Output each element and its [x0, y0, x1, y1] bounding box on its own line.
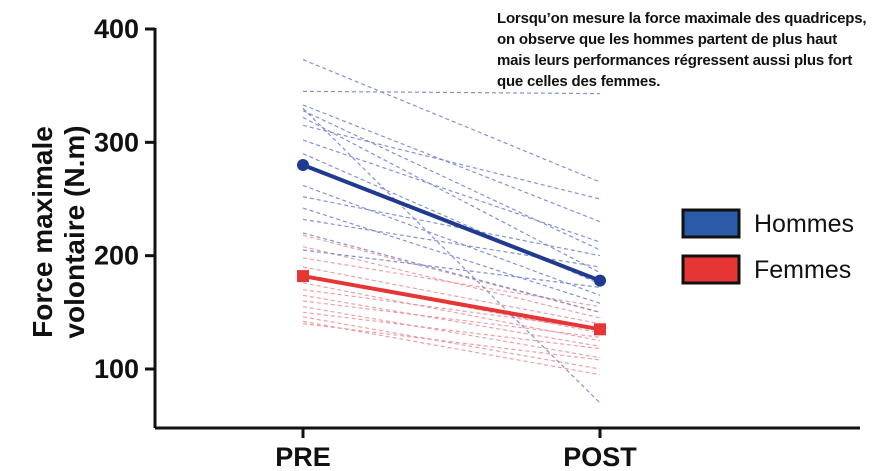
- individual-line-femmes-4: [302, 266, 601, 325]
- mean-line-hommes: [302, 163, 601, 283]
- individual-line-hommes-14: [302, 232, 601, 313]
- y-axis-title-line-2: volontaire (N.m): [59, 125, 90, 338]
- axes: 100 200 300 400 PRE POST: [94, 14, 860, 471]
- individual-line-hommes-3: [302, 104, 601, 223]
- individual-line-hommes-15: [302, 249, 601, 288]
- mean-point-hommes-post: [594, 274, 606, 287]
- individual-lines: [302, 59, 601, 404]
- individual-line-hommes-6: [302, 116, 601, 274]
- individual-line-femmes-10: [302, 306, 601, 359]
- legend-label-hommes: Hommes: [754, 210, 854, 238]
- chart-annotation: Lorsqu’on mesure la force maximale des q…: [497, 10, 867, 90]
- individual-line-hommes-1: [302, 59, 601, 183]
- mean-line-femmes: [302, 274, 601, 332]
- individual-line-femmes-12: [302, 316, 601, 370]
- legend-swatch-femmes: [681, 254, 741, 285]
- y-tick-label-100: 100: [94, 354, 139, 384]
- individual-line-femmes-14: [302, 323, 601, 361]
- y-tick-label-300: 300: [94, 127, 139, 157]
- x-tick-label-pre: PRE: [275, 442, 331, 471]
- y-tick-label-200: 200: [94, 241, 139, 271]
- individual-line-hommes-5: [302, 110, 601, 251]
- individual-line-femmes-9: [302, 300, 601, 338]
- individual-line-femmes-11: [302, 311, 601, 350]
- individual-line-hommes-2: [302, 90, 601, 95]
- individual-line-hommes-13: [302, 218, 601, 268]
- individual-line-femmes-3: [302, 257, 601, 308]
- individual-line-femmes-1: [302, 234, 601, 313]
- individual-line-hommes-11: [302, 196, 601, 257]
- individual-line-femmes-8: [302, 294, 601, 347]
- mean-point-hommes-pre: [297, 159, 309, 172]
- individual-line-hommes-7: [302, 124, 601, 200]
- y-axis-title: Force maximale volontaire (N.m): [27, 125, 90, 338]
- legend: Hommes Femmes: [681, 208, 854, 285]
- y-tick-label-400: 400: [94, 14, 139, 44]
- legend-label-femmes: Femmes: [754, 256, 851, 284]
- individual-line-hommes-8: [302, 139, 601, 243]
- x-tick-label-post: POST: [563, 442, 637, 471]
- mean-lines: [297, 159, 606, 336]
- legend-swatch-hommes: [681, 208, 741, 239]
- mean-point-femmes-post: [594, 323, 606, 336]
- individual-line-femmes-6: [302, 282, 601, 342]
- individual-line-femmes-7: [302, 289, 601, 330]
- individual-line-femmes-2: [302, 246, 601, 319]
- mean-point-femmes-pre: [297, 270, 309, 283]
- individual-line-hommes-9: [302, 153, 601, 285]
- individual-line-hommes-12: [302, 207, 601, 304]
- individual-line-hommes-10: [302, 184, 601, 296]
- y-axis-title-line-1: Force maximale: [27, 126, 58, 338]
